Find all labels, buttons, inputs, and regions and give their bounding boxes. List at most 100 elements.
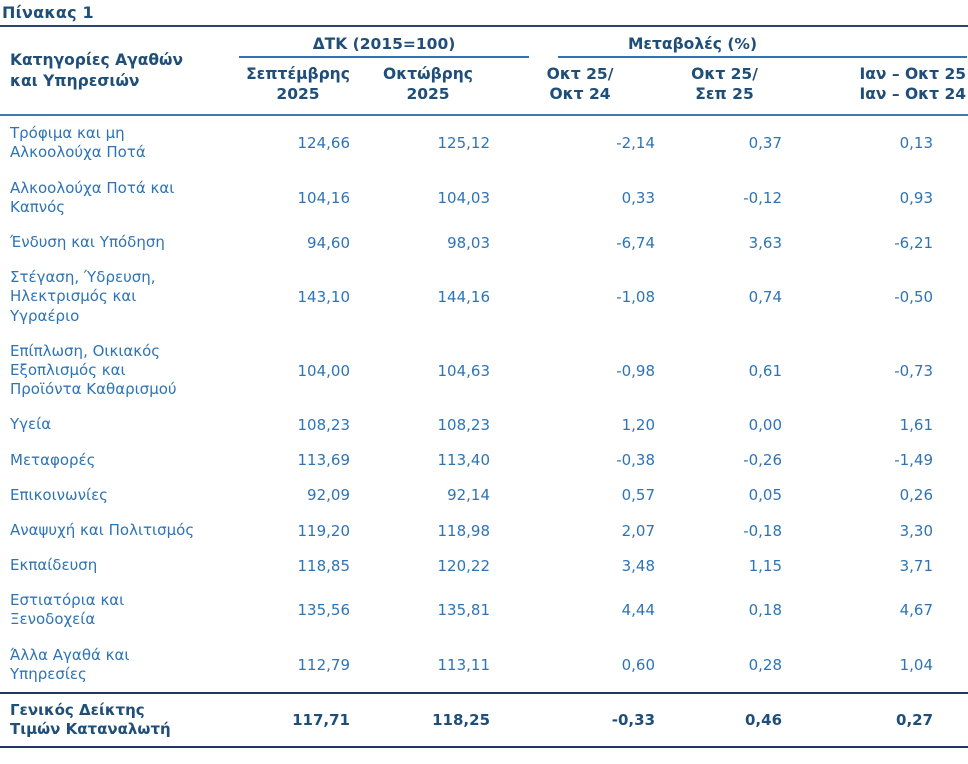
- sep25-cell: 135,56: [297, 601, 351, 620]
- yoy-cell: 0,60: [621, 655, 656, 674]
- category-cell: Επίπλωση, Οικιακός Εξοπλισμός και Προϊόν…: [10, 341, 177, 399]
- total-mom-cell: 0,46: [662, 692, 788, 749]
- category-cell: Υγεία: [10, 415, 52, 434]
- page-title: Πίνακας 1: [2, 3, 94, 22]
- sep25-cell: 119,20: [297, 521, 351, 540]
- dtk-group-header: ΔΤΚ (2015=100): [238, 27, 530, 59]
- okt25-cell: 98,03: [447, 233, 491, 252]
- table-row: Στέγαση, Ύδρευση, Ηλεκτρισμός και Υγραέρ…: [0, 260, 968, 334]
- ytd-cell: 1,61: [899, 415, 934, 434]
- total-label-cell: Γενικός Δείκτης Τιμών Καταναλωτή: [0, 692, 238, 749]
- category-cell: Εκπαίδευση: [10, 556, 98, 575]
- mom-cell: 1,15: [748, 556, 783, 575]
- yoy-change-column-header: Οκτ 25/ Οκτ 24: [498, 59, 663, 117]
- ytd-cell: 3,71: [899, 556, 934, 575]
- ytd-cell: -0,73: [894, 361, 934, 380]
- category-cell: Εστιατόρια και Ξενοδοχεία: [10, 591, 125, 629]
- sep25-cell: 124,66: [297, 134, 351, 153]
- category-cell: Ένδυση και Υπόδηση: [10, 233, 165, 252]
- category-cell: Μεταφορές: [10, 450, 96, 469]
- category-cell: Αναψυχή και Πολιτισμός: [10, 520, 195, 539]
- okt25-cell: 113,11: [437, 655, 491, 674]
- ytd-cell: -0,50: [894, 288, 934, 306]
- sep25-cell: 92,09: [307, 486, 350, 505]
- sep25-cell: 113,69: [297, 451, 351, 470]
- okt25-cell: 108,23: [437, 415, 491, 434]
- table-row: Επικοινωνίες 92,09 92,14 0,57 0,05 0,26: [0, 478, 968, 513]
- mom-cell: 0,37: [748, 134, 783, 153]
- ytd-cell: 0,13: [899, 134, 934, 153]
- total-okt25-cell: 118,25: [358, 692, 499, 749]
- mom-cell: -0,18: [743, 521, 783, 540]
- table-row: Αναψυχή και Πολιτισμός 119,20 118,98 2,0…: [0, 513, 968, 548]
- okt25-cell: 104,03: [437, 188, 491, 207]
- title-rule: [0, 25, 968, 27]
- yoy-cell: 0,57: [621, 486, 656, 505]
- okt25-cell: 125,12: [437, 134, 491, 153]
- ytd-cell: -1,49: [894, 451, 934, 470]
- category-cell: Τρόφιμα και μη Αλκοολούχα Ποτά: [10, 124, 146, 162]
- total-yoy-cell: -0,33: [498, 692, 663, 749]
- yoy-cell: -0,38: [616, 451, 656, 470]
- category-cell: Επικοινωνίες: [10, 485, 108, 504]
- sep-2025-column-header: Σεπτέμβρης 2025: [238, 59, 358, 117]
- sep25-cell: 112,79: [297, 655, 351, 674]
- sep25-cell: 104,16: [297, 188, 351, 207]
- okt25-cell: 135,81: [437, 601, 491, 620]
- total-sep25-cell: 117,71: [238, 692, 358, 749]
- table-row: Εκπαίδευση 118,85 120,22 3,48 1,15 3,71: [0, 548, 968, 583]
- okt25-cell: 120,22: [437, 556, 491, 575]
- table-row: Μεταφορές 113,69 113,40 -0,38 -0,26 -1,4…: [0, 443, 968, 478]
- mom-cell: 0,18: [748, 601, 783, 620]
- total-ytd-cell: 0,27: [787, 692, 968, 749]
- total-row: Γενικός Δείκτης Τιμών Καταναλωτή 117,71 …: [0, 692, 968, 749]
- okt25-cell: 118,98: [437, 521, 491, 540]
- sub-header-row: Σεπτέμβρης 2025 Οκτώβρης 2025 Οκτ 25/ Οκ…: [0, 59, 968, 117]
- mom-cell: 0,61: [748, 361, 783, 380]
- yoy-cell: 0,33: [621, 188, 656, 207]
- mom-cell: 0,00: [748, 415, 783, 434]
- table-row: Υγεία 108,23 108,23 1,20 0,00 1,61: [0, 407, 968, 442]
- sep25-cell: 104,00: [297, 361, 351, 380]
- group-header-row: Κατηγορίες Αγαθών και Υπηρεσιών ΔΤΚ (201…: [0, 27, 968, 117]
- okt25-cell: 104,63: [437, 361, 491, 380]
- ytd-cell: -6,21: [894, 233, 934, 252]
- table-row: Τρόφιμα και μη Αλκοολούχα Ποτά 124,66 12…: [0, 115, 968, 170]
- ytd-cell: 1,04: [899, 655, 934, 674]
- sep25-cell: 94,60: [307, 233, 350, 252]
- table-row: Άλλα Αγαθά και Υπηρεσίες 112,79 113,11 0…: [0, 638, 968, 693]
- table-body: Τρόφιμα και μη Αλκοολούχα Ποτά 124,66 12…: [0, 115, 968, 693]
- sep25-cell: 108,23: [297, 415, 351, 434]
- table-footer: Γενικός Δείκτης Τιμών Καταναλωτή 117,71 …: [0, 692, 968, 749]
- yoy-cell: -1,08: [616, 288, 656, 306]
- yoy-cell: -2,14: [616, 134, 656, 153]
- avg-change-column-header: Ιαν – Οκτ 25 Ιαν – Οκτ 24: [787, 59, 968, 117]
- sep25-cell: 143,10: [297, 288, 351, 306]
- changes-group-header: Μεταβολές (%): [498, 27, 968, 59]
- okt25-cell: 144,16: [437, 288, 491, 306]
- mom-cell: -0,26: [743, 451, 783, 470]
- ytd-cell: 0,93: [899, 188, 934, 207]
- ytd-cell: 4,67: [899, 601, 934, 620]
- mom-cell: 3,63: [748, 233, 783, 252]
- changes-group-label: Μεταβολές (%): [558, 35, 968, 58]
- ytd-cell: 3,30: [899, 521, 934, 540]
- yoy-cell: 1,20: [621, 415, 656, 434]
- category-cell: Αλκοολούχα Ποτά και Καπνός: [10, 178, 175, 216]
- yoy-cell: -6,74: [616, 233, 656, 252]
- table-row: Εστιατόρια και Ξενοδοχεία 135,56 135,81 …: [0, 583, 968, 637]
- yoy-cell: 3,48: [621, 556, 656, 575]
- category-cell: Στέγαση, Ύδρευση, Ηλεκτρισμός και Υγραέρ…: [10, 268, 156, 325]
- mom-cell: 0,28: [748, 655, 783, 674]
- okt25-cell: 113,40: [437, 451, 491, 470]
- yoy-cell: -0,98: [616, 361, 656, 380]
- dtk-group-label: ΔΤΚ (2015=100): [239, 35, 530, 58]
- sep25-cell: 118,85: [297, 556, 351, 575]
- mom-change-column-header: Οκτ 25/ Σεπ 25: [662, 59, 788, 117]
- okt25-cell: 92,14: [447, 486, 491, 505]
- table-row: Αλκοολούχα Ποτά και Καπνός 104,16 104,03…: [0, 171, 968, 225]
- table-row: Επίπλωση, Οικιακός Εξοπλισμός και Προϊόν…: [0, 334, 968, 408]
- mom-cell: 0,05: [748, 486, 783, 505]
- category-cell: Άλλα Αγαθά και Υπηρεσίες: [10, 645, 130, 683]
